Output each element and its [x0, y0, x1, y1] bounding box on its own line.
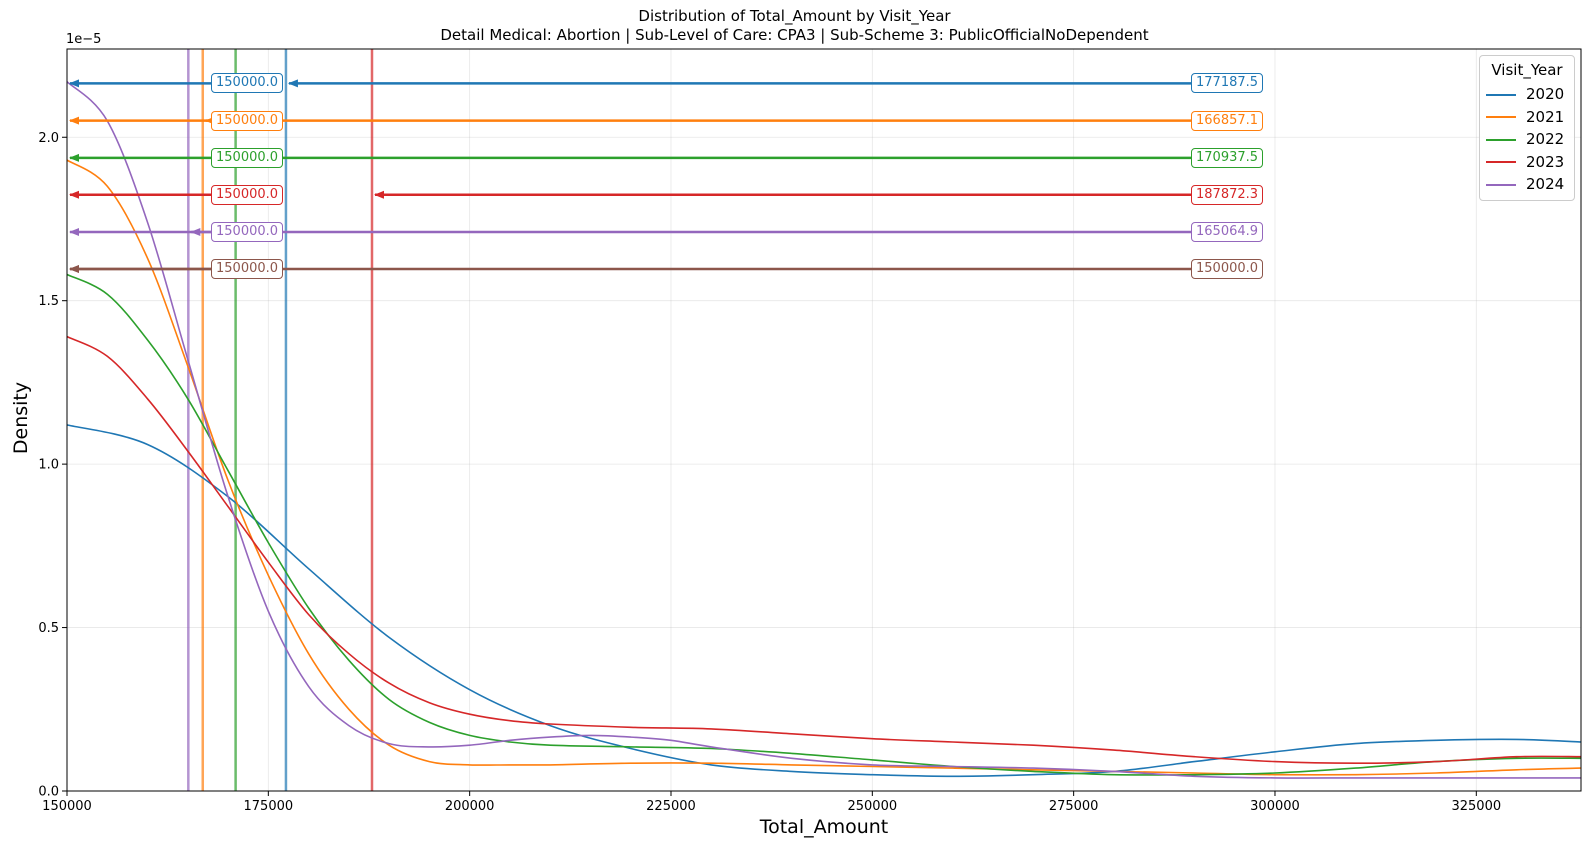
arrow-head [69, 228, 79, 237]
legend-item-2020: 2020 [1486, 84, 1564, 104]
ticks: 150000 175000 200000 225000 250000 275000 3000… [38, 131, 1501, 814]
legend-label: 2023 [1526, 152, 1565, 171]
annotation-right-label: 166857.1 [1191, 110, 1264, 131]
y-tick-label: 0.5 [38, 621, 59, 636]
legend-label: 2024 [1526, 175, 1565, 193]
legend-label: 2021 [1526, 107, 1565, 126]
legend-item-2021: 2021 [1486, 107, 1564, 127]
chart-subtitle: Detail Medical: Abortion | Sub-Level of … [440, 26, 1149, 44]
density-curves [66, 81, 1582, 779]
annotation-left-label: 150000.0 [211, 258, 284, 279]
annotation-right-label: 165064.9 [1191, 222, 1264, 243]
x-tick-label: 175000 [244, 799, 294, 814]
annotation-left-label: 150000.0 [211, 110, 284, 131]
x-tick-label: 275000 [1049, 799, 1099, 814]
annotation-right-label: 177187.5 [1191, 73, 1264, 94]
x-tick-label: 200000 [445, 799, 495, 814]
y-axis-offset-label: 1e−5 [66, 32, 102, 47]
legend-swatch [1486, 183, 1516, 186]
grid [66, 49, 1581, 792]
legend-item-2023: 2023 [1486, 152, 1564, 172]
legend: Visit_Year 2020 2021 2022 2023 2024 [1479, 55, 1575, 201]
legend-swatch [1486, 116, 1516, 118]
annotation-right-label: 187872.3 [1191, 184, 1264, 205]
x-tick-label: 300000 [1250, 799, 1300, 814]
arrow-head [373, 190, 384, 199]
arrow-head [69, 153, 79, 162]
x-tick-label: 225000 [646, 799, 696, 814]
legend-item-2024: 2024 [1486, 174, 1564, 194]
annotation-left-label: 150000.0 [211, 222, 284, 243]
arrow-head [287, 79, 298, 88]
annotation-right-label: 170937.5 [1191, 147, 1264, 168]
annotation-arrows [69, 79, 1191, 273]
mean-lines [187, 49, 374, 791]
arrow-head [69, 79, 79, 88]
x-tick-label: 250000 [847, 799, 897, 814]
density-curve-2023 [66, 335, 1582, 765]
y-tick-label: 2.0 [38, 131, 59, 146]
y-tick-label: 1.5 [38, 294, 59, 309]
y-tick-label: 0.0 [38, 785, 59, 800]
arrow-head [69, 190, 79, 199]
density-curve-2022 [66, 273, 1582, 776]
arrow-head [69, 116, 79, 125]
legend-swatch [1486, 93, 1516, 96]
annotation-left-label: 150000.0 [211, 147, 284, 168]
density-curve-2024 [66, 81, 1581, 779]
arrow-head [69, 264, 79, 273]
density-curve-2021 [66, 159, 1582, 776]
x-tick-label: 150000 [42, 799, 92, 814]
density-curve-2020 [66, 424, 1582, 778]
axes-frame [66, 48, 1582, 792]
legend-label: 2022 [1526, 130, 1565, 148]
annotation-left-label: 150000.0 [211, 73, 284, 94]
legend-item-2022: 2022 [1486, 129, 1564, 149]
x-tick-label: 325000 [1451, 799, 1501, 814]
legend-label: 2020 [1526, 85, 1565, 103]
annotation-right-label: 150000.0 [1191, 258, 1264, 279]
legend-swatch [1486, 138, 1516, 141]
legend-swatch [1486, 161, 1516, 163]
y-tick-label: 1.0 [38, 458, 59, 473]
arrow-head [190, 228, 201, 237]
x-axis-label: Total_Amount [759, 816, 889, 838]
annotation-left-label: 150000.0 [211, 184, 284, 205]
legend-title: Visit_Year [1491, 61, 1563, 79]
chart-title: Distribution of Total_Amount by Visit_Ye… [638, 7, 951, 25]
